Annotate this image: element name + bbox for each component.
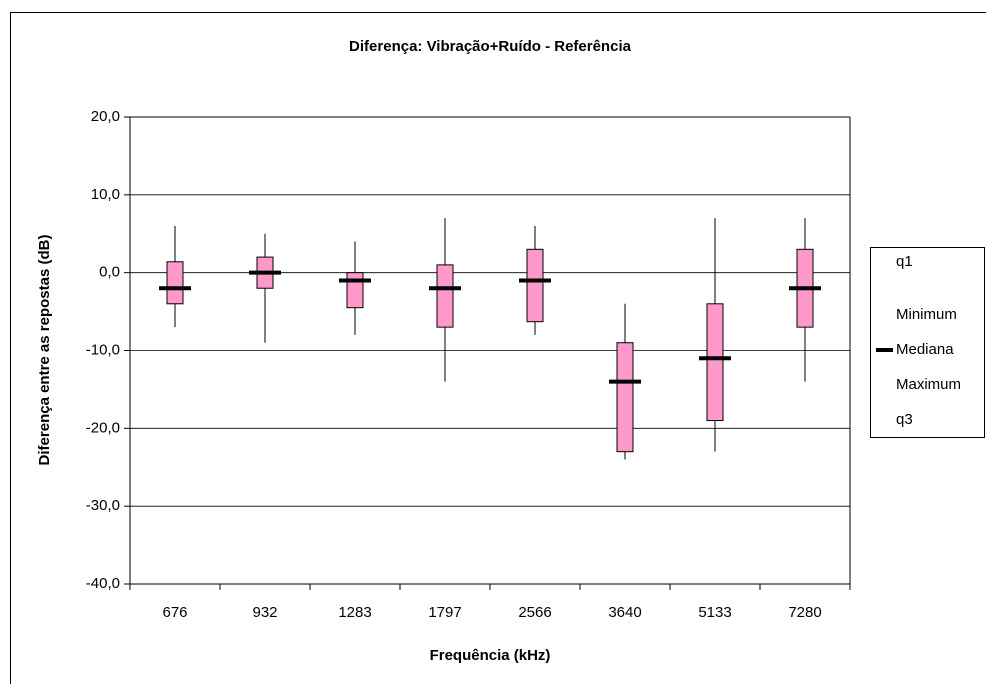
x-tick-label: 2566 (518, 604, 551, 621)
y-tick-label: -20,0 (86, 419, 120, 436)
y-tick-label: -30,0 (86, 497, 120, 514)
legend-label: Maximum (896, 376, 961, 393)
legend-label: q1 (896, 253, 913, 270)
y-tick-label: 10,0 (91, 186, 120, 203)
legend-label: Minimum (896, 306, 957, 323)
x-tick-label: 676 (162, 604, 187, 621)
x-tick-label: 3640 (608, 604, 641, 621)
box (346, 272, 364, 309)
x-tick-label: 1797 (428, 604, 461, 621)
x-tick-label: 5133 (698, 604, 731, 621)
y-tick-label: -10,0 (86, 341, 120, 358)
box (616, 342, 634, 453)
legend-label: q3 (896, 411, 913, 428)
y-tick-label: 20,0 (91, 108, 120, 125)
chart-title: Diferença: Vibração+Ruído - Referência (349, 38, 632, 55)
y-tick-label: -40,0 (86, 575, 120, 592)
y-axis-label: Diferença entre as repostas (dB) (36, 235, 53, 466)
x-axis-label: Frequência (kHz) (430, 647, 551, 664)
box (436, 264, 454, 328)
box (706, 303, 724, 422)
box (526, 248, 544, 323)
x-tick-label: 932 (252, 604, 277, 621)
x-tick-label: 1283 (338, 604, 371, 621)
legend (870, 247, 985, 438)
legend-label: Mediana (896, 341, 954, 358)
x-tick-label: 7280 (788, 604, 821, 621)
y-tick-label: 0,0 (99, 264, 120, 281)
box (166, 261, 184, 305)
